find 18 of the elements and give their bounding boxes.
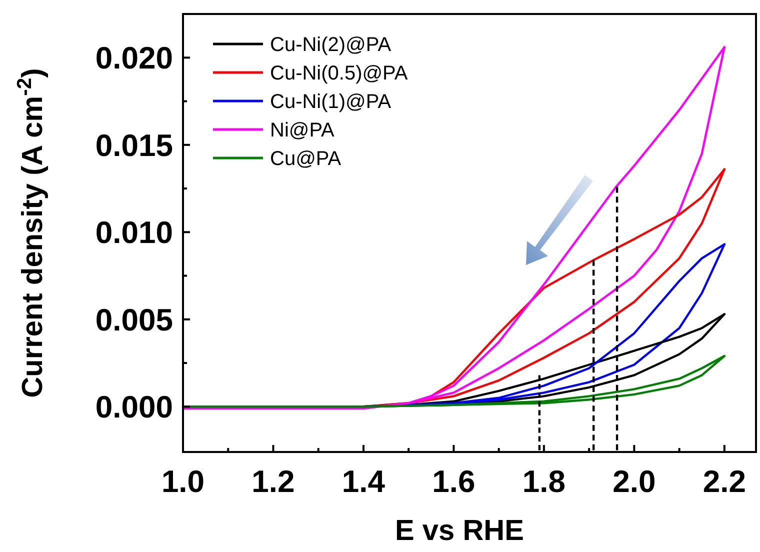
y-tick-label: 0.015 — [95, 128, 173, 163]
x-tick-label: 1.4 — [342, 464, 386, 499]
x-tick-label: 1.2 — [252, 464, 295, 499]
y-tick-label: 0.000 — [95, 390, 173, 425]
legend-label: Cu-Ni(0.5)@PA — [270, 62, 408, 84]
legend-label: Ni@PA — [270, 120, 336, 142]
y-tick-label: 0.020 — [95, 40, 173, 76]
legend-label: Cu@PA — [270, 148, 342, 170]
legend-label: Cu-Ni(1)@PA — [270, 91, 392, 113]
x-tick-label: 1.8 — [522, 464, 566, 499]
x-axis-title: E vs RHE — [395, 515, 524, 547]
x-tick-label: 2.0 — [612, 464, 656, 499]
legend-label: Cu-Ni(2)@PA — [270, 34, 392, 56]
x-tick-label: 1.6 — [432, 464, 476, 499]
y-tick-label: 0.005 — [95, 302, 173, 338]
x-tick-label: 1.0 — [161, 464, 205, 499]
x-tick-label: 2.2 — [702, 464, 746, 499]
y-tick-label: 0.010 — [95, 215, 173, 250]
